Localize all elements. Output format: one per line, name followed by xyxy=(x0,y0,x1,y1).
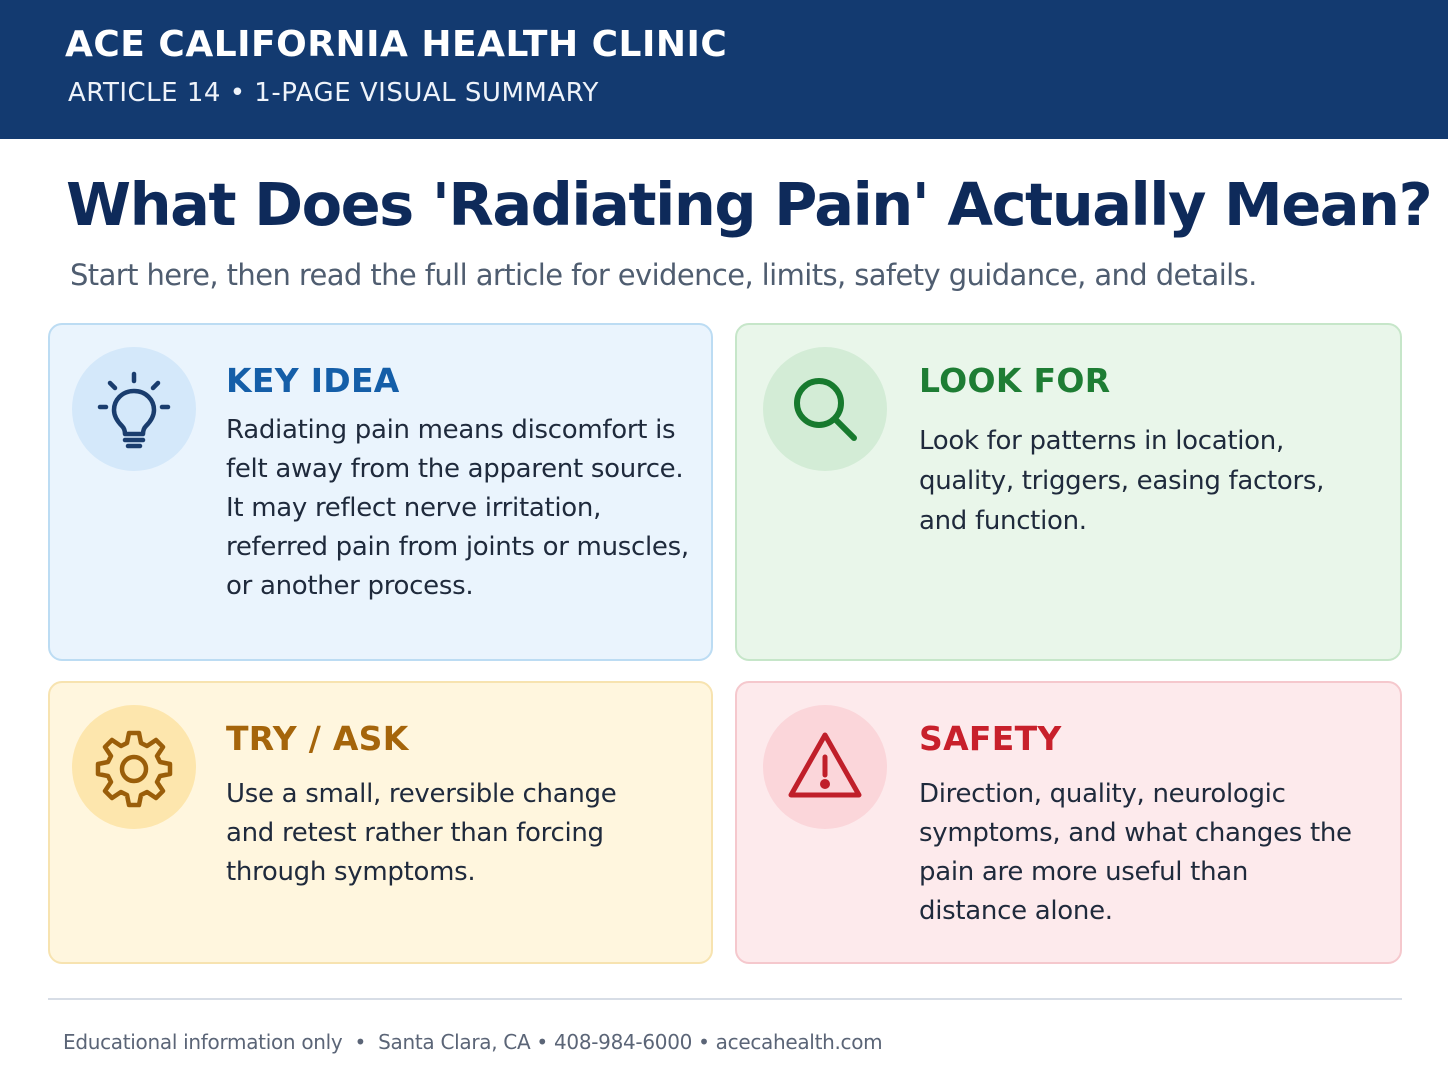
gear-icon xyxy=(72,705,196,829)
try-ask-body: Use a small, reversible change and retes… xyxy=(226,779,617,887)
look-for-card: LOOK FOR Look for patterns in location, … xyxy=(735,323,1402,661)
footer-divider xyxy=(48,998,1402,1000)
page-subtitle: Start here, then read the full article f… xyxy=(70,258,1257,292)
safety-heading: SAFETY xyxy=(919,719,1062,758)
magnifier-icon xyxy=(763,347,887,471)
page-title: What Does 'Radiating Pain' Actually Mean… xyxy=(66,170,1433,239)
try-ask-card: TRY / ASK Use a small, reversible change… xyxy=(48,681,713,964)
key-idea-card: KEY IDEA Radiating pain means discomfort… xyxy=(48,323,713,661)
key-idea-body: Radiating pain means discomfort is felt … xyxy=(226,415,689,601)
lightbulb-icon xyxy=(72,347,196,471)
safety-body: Direction, quality, neurologic symptoms,… xyxy=(919,779,1352,926)
footer-text: Educational information only • Santa Cla… xyxy=(63,1030,883,1054)
article-subline: ARTICLE 14 • 1-PAGE VISUAL SUMMARY xyxy=(68,78,599,108)
clinic-name: ACE CALIFORNIA HEALTH CLINIC xyxy=(65,24,728,65)
warning-triangle-icon xyxy=(763,705,887,829)
key-idea-heading: KEY IDEA xyxy=(226,361,400,400)
header-banner: ACE CALIFORNIA HEALTH CLINIC ARTICLE 14 … xyxy=(0,0,1448,139)
look-for-heading: LOOK FOR xyxy=(919,361,1111,400)
safety-card: SAFETY Direction, quality, neurologic sy… xyxy=(735,681,1402,964)
look-for-body: Look for patterns in location, quality, … xyxy=(919,426,1325,536)
try-ask-heading: TRY / ASK xyxy=(226,719,409,758)
